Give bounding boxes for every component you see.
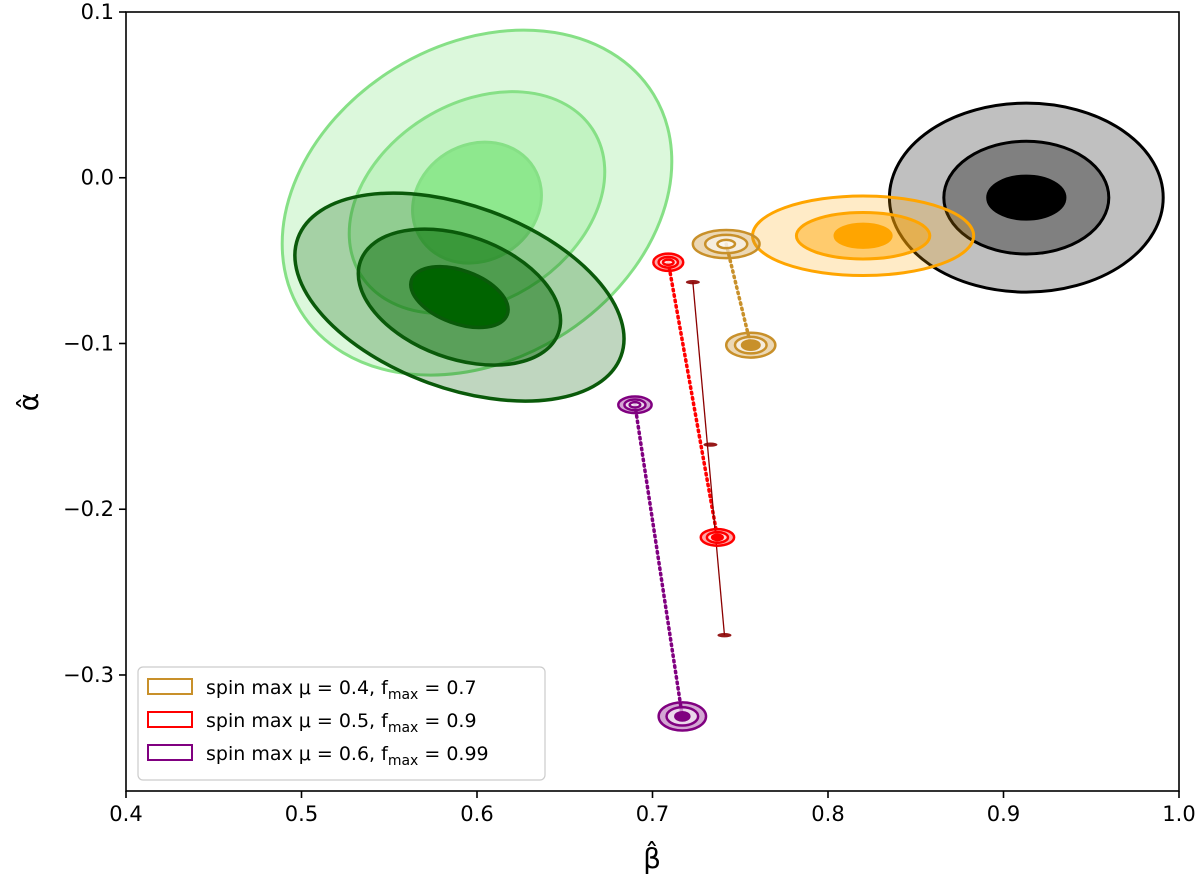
connector-layer <box>633 242 753 719</box>
black-contour-level-3 <box>986 174 1067 221</box>
y-tick-label: 0.1 <box>81 0 114 24</box>
x-tick-label: 0.7 <box>636 802 669 826</box>
gold-link <box>724 242 753 347</box>
y-tick-label: −0.2 <box>63 497 114 521</box>
legend-label-1: spin max μ = 0.4, fmax = 0.7 <box>206 677 477 703</box>
gold-2-level-3 <box>740 339 761 352</box>
darkred-dot-2-level-1 <box>703 442 718 447</box>
dark-green-contour-level-3 <box>409 264 510 330</box>
y-axis-ticks: 0.1 0.0 −0.1 −0.2 −0.3 <box>63 0 126 687</box>
legend: spin max μ = 0.4, fmax = 0.7 spin max μ =… <box>137 666 546 781</box>
legend-swatch-2 <box>147 711 193 728</box>
purple-2-level-3 <box>674 711 691 722</box>
y-tick-label: −0.3 <box>63 663 114 687</box>
gold-1-contours <box>691 228 761 260</box>
purple-link <box>633 403 685 719</box>
purple-1-contours <box>617 395 653 415</box>
gold-2-contours <box>724 331 777 359</box>
red-1-contours <box>652 252 685 273</box>
x-tick-label: 0.8 <box>811 802 844 826</box>
legend-box <box>137 666 546 781</box>
small-contour-layer <box>617 228 777 732</box>
light-green-contours <box>280 28 674 377</box>
red-1-level-3 <box>661 258 675 267</box>
red-2-level-3 <box>710 533 724 542</box>
legend-label-3: spin max μ = 0.6, fmax = 0.99 <box>206 743 489 769</box>
darkred-dot-2-contours <box>703 442 718 447</box>
purple-2-contours <box>657 701 708 732</box>
x-axis-ticks: 0.4 0.5 0.6 0.7 0.8 0.9 1.0 <box>109 791 1196 826</box>
legend-swatch-3 <box>147 744 193 761</box>
x-tick-label: 1.0 <box>1162 802 1195 826</box>
legend-label-2: spin max μ = 0.5, fmax = 0.9 <box>206 710 477 736</box>
x-tick-label: 0.9 <box>987 802 1020 826</box>
dark-green-contours <box>293 191 626 403</box>
orange-contour-level-3 <box>833 222 893 249</box>
red-link <box>666 260 720 540</box>
legend-swatch-1 <box>147 678 193 695</box>
x-tick-label: 0.4 <box>109 802 142 826</box>
purple-1-level-3 <box>628 400 642 409</box>
contour-layer <box>280 28 1165 403</box>
y-tick-label: −0.1 <box>63 331 114 355</box>
y-axis-label: α̂ <box>12 393 45 411</box>
gold-1-level-3 <box>716 238 737 250</box>
x-tick-label: 0.6 <box>460 802 493 826</box>
y-tick-label: 0.0 <box>81 166 114 190</box>
darkred-dot-1-level-1 <box>685 280 700 285</box>
darkred-dot-1-contours <box>685 280 700 285</box>
x-axis-label: β̂ <box>643 839 661 875</box>
darkred-dot-3-contours <box>717 633 732 638</box>
x-tick-label: 0.5 <box>285 802 318 826</box>
darkred-dot-3-level-1 <box>717 633 732 638</box>
red-2-contours <box>699 527 736 547</box>
darkred-link <box>692 282 726 636</box>
orange-contours <box>751 194 976 278</box>
